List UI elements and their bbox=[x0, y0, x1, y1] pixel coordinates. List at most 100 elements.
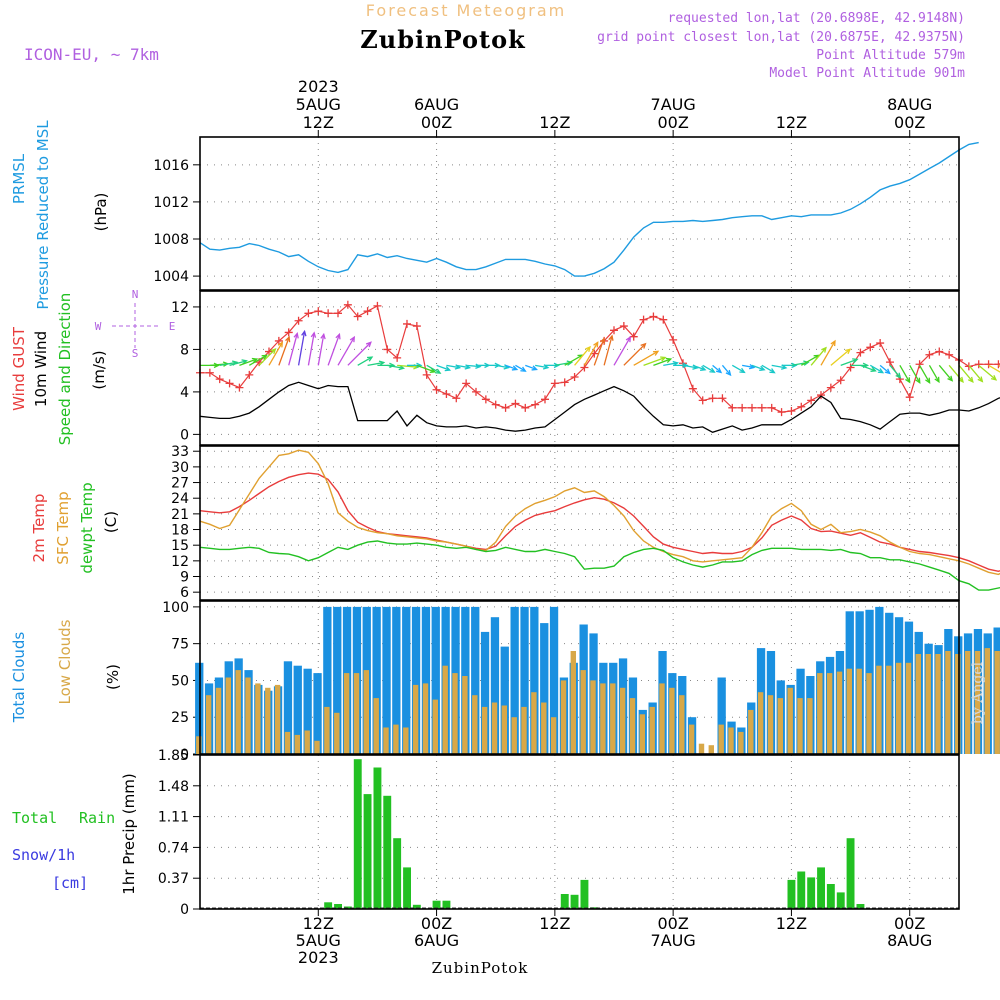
low-cloud-bar bbox=[669, 687, 675, 754]
precip-cm-label: [cm] bbox=[52, 874, 88, 892]
wind-arrow bbox=[436, 364, 450, 371]
y-tick-label: 6 bbox=[180, 585, 189, 601]
product-title: Forecast Meteogram bbox=[366, 1, 566, 20]
wind-arrow bbox=[219, 361, 238, 366]
low-cloud-bar bbox=[610, 683, 616, 754]
wind-arrow bbox=[653, 358, 672, 366]
low-cloud-bar bbox=[403, 727, 409, 754]
precip-total-label: Total bbox=[12, 809, 57, 827]
gust-marker bbox=[521, 403, 530, 412]
total-cloud-bar bbox=[411, 606, 421, 754]
gust-marker bbox=[610, 326, 618, 335]
wind-arrowhead bbox=[335, 332, 341, 340]
wind-arrowhead bbox=[389, 362, 396, 369]
wind-arrowhead bbox=[625, 335, 631, 343]
low-cloud-bar bbox=[994, 651, 1000, 754]
low-cloud-bar bbox=[580, 670, 586, 754]
gust-marker bbox=[708, 394, 717, 403]
low-cloud-bar bbox=[945, 651, 951, 754]
gust-marker bbox=[925, 350, 934, 359]
low-cloud-bar bbox=[964, 651, 971, 754]
gust-marker bbox=[826, 383, 835, 392]
low-cloud-bar bbox=[363, 670, 369, 754]
top-tick-label: 7AUG bbox=[651, 95, 696, 114]
low-cloud-bar bbox=[491, 702, 498, 754]
bottom-tick-label: 12Z bbox=[776, 914, 807, 933]
wind-arrowhead bbox=[947, 375, 954, 382]
top-tick-label: 00Z bbox=[657, 113, 688, 132]
wind-arrow bbox=[564, 354, 583, 366]
gust-marker bbox=[324, 309, 333, 318]
low-cloud-bar bbox=[501, 705, 507, 754]
low-cloud-bar bbox=[807, 698, 813, 754]
wind-arrow bbox=[574, 346, 591, 366]
compass-w: W bbox=[95, 320, 102, 333]
gust-marker bbox=[866, 343, 875, 352]
low-cloud-bar bbox=[856, 668, 862, 754]
wind-arrow bbox=[840, 358, 858, 366]
low-cloud-bar bbox=[718, 724, 724, 754]
total-cloud-bar bbox=[471, 606, 480, 754]
wind-arrowhead bbox=[520, 366, 527, 372]
gust-marker bbox=[846, 363, 855, 372]
wind-arrow bbox=[288, 333, 298, 366]
gust-marker bbox=[491, 400, 500, 409]
gust-marker bbox=[442, 390, 451, 399]
wind-arrowhead bbox=[715, 367, 723, 374]
gust-marker bbox=[501, 403, 510, 412]
low-cloud-bar bbox=[481, 706, 488, 754]
y-tick-label: 1.11 bbox=[158, 810, 189, 826]
low-cloud-bar bbox=[255, 683, 261, 754]
gust-marker bbox=[541, 395, 549, 404]
total-cloud-bar bbox=[500, 646, 509, 754]
gust-marker bbox=[353, 312, 362, 321]
gust-marker bbox=[294, 316, 303, 325]
series-line-1 bbox=[199, 449, 1000, 576]
gust-marker bbox=[984, 360, 993, 369]
wind-arrow bbox=[357, 356, 373, 366]
total-cloud-bar bbox=[283, 661, 293, 754]
total-cloud-bar bbox=[303, 668, 312, 754]
rain-bar bbox=[787, 879, 796, 909]
wind-arrowhead bbox=[277, 341, 283, 348]
y-tick-label: 1016 bbox=[153, 158, 189, 174]
wind-arrowhead bbox=[877, 368, 885, 374]
gust-marker bbox=[767, 403, 776, 412]
rain-bar bbox=[807, 877, 816, 909]
wind-arrowhead bbox=[593, 341, 599, 348]
total-cloud-bar bbox=[510, 606, 519, 754]
wind-arrowhead bbox=[366, 356, 374, 362]
temp-2m-label: 2m Temp bbox=[30, 494, 48, 563]
wind-arrow bbox=[889, 364, 901, 379]
wind-arrow bbox=[751, 364, 765, 371]
y-tick-label: 1.48 bbox=[158, 779, 189, 795]
y-tick-label: 1012 bbox=[153, 195, 189, 211]
low-cloud-bar bbox=[738, 731, 744, 754]
gust-marker bbox=[905, 393, 914, 402]
total-cloud-bar bbox=[520, 606, 529, 754]
y-tick-label: 25 bbox=[171, 710, 189, 726]
total-cloud-bar bbox=[431, 606, 440, 754]
wind-arrowhead bbox=[803, 360, 810, 366]
rain-bar bbox=[403, 867, 411, 909]
wind-arrow bbox=[633, 350, 659, 366]
gust-marker bbox=[304, 309, 313, 318]
panel-pressure: 1004 1008 1012 1016 bbox=[153, 136, 979, 291]
wind-arrow bbox=[258, 348, 276, 366]
wind-arrowhead bbox=[511, 365, 519, 371]
gust-marker bbox=[550, 379, 559, 388]
wind-arrow bbox=[928, 365, 940, 383]
low-cloud-bar bbox=[452, 673, 458, 754]
total-cloud-bar bbox=[480, 631, 490, 754]
wind-arrowhead bbox=[320, 332, 326, 340]
y-tick-label: 0.74 bbox=[158, 840, 189, 856]
gust-marker bbox=[817, 391, 825, 400]
gust-marker bbox=[560, 378, 569, 387]
rain-bar bbox=[580, 879, 589, 909]
wind-arrowhead bbox=[213, 362, 220, 369]
wind-arrow bbox=[938, 364, 953, 382]
total-cloud-bar bbox=[293, 665, 302, 754]
rain-bar bbox=[353, 759, 362, 909]
wind-arrowhead bbox=[349, 335, 355, 343]
